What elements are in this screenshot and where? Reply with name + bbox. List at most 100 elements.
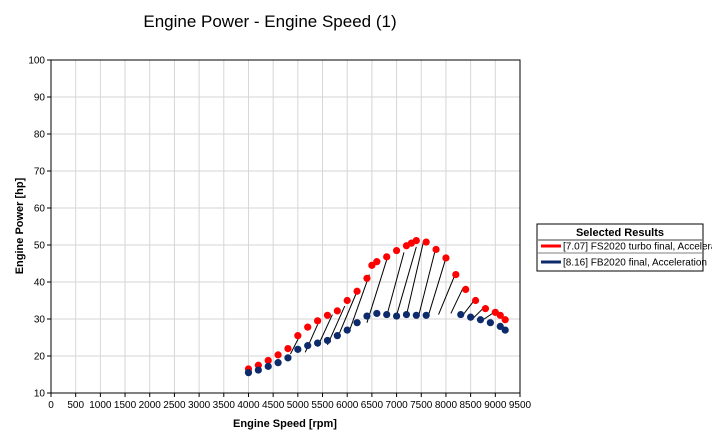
data-point bbox=[462, 285, 470, 293]
x-tick-label: 6000 bbox=[336, 400, 359, 411]
data-point bbox=[412, 236, 420, 245]
y-tick-label: 30 bbox=[34, 315, 46, 326]
data-point bbox=[422, 238, 430, 246]
data-point bbox=[254, 366, 262, 374]
data-point bbox=[353, 287, 361, 295]
x-tick-label: 500 bbox=[67, 400, 84, 411]
link-line bbox=[366, 259, 388, 323]
data-point bbox=[353, 319, 361, 327]
legend-entry-1: [8.16] FB2020 final, Acceleration bbox=[563, 258, 707, 269]
link-line bbox=[349, 274, 370, 331]
y-tick-label: 10 bbox=[34, 389, 46, 400]
data-point bbox=[481, 305, 490, 313]
series-layer bbox=[244, 236, 509, 377]
data-point bbox=[244, 369, 253, 377]
y-tick-label: 90 bbox=[34, 93, 46, 104]
data-point bbox=[501, 316, 509, 324]
y-tick-label: 70 bbox=[34, 167, 46, 178]
x-tick-label: 1000 bbox=[89, 400, 112, 411]
data-point bbox=[471, 296, 480, 305]
y-tick-label: 60 bbox=[34, 204, 46, 215]
x-tick-label: 0 bbox=[48, 400, 54, 411]
link-line bbox=[438, 272, 457, 315]
x-tick-label: 8500 bbox=[460, 400, 483, 411]
data-point bbox=[313, 339, 322, 347]
link-line bbox=[396, 246, 417, 316]
x-axis: 0 500 1000 1500 2000 2500 3000 3500 4000 4500 5000… bbox=[48, 393, 532, 411]
x-tick-label: 2500 bbox=[163, 400, 186, 411]
data-point bbox=[363, 274, 371, 282]
data-point bbox=[422, 311, 430, 319]
series-0 bbox=[244, 236, 509, 373]
y-tick-label: 20 bbox=[34, 352, 46, 363]
x-tick-label: 9000 bbox=[484, 400, 507, 411]
data-point bbox=[412, 311, 420, 319]
link-line bbox=[386, 252, 405, 317]
link-lines bbox=[289, 240, 496, 355]
y-axis-label: Engine Power [hp] bbox=[14, 177, 26, 274]
link-line bbox=[428, 257, 447, 315]
series-1 bbox=[244, 309, 509, 377]
data-point bbox=[486, 319, 494, 327]
data-point bbox=[476, 316, 485, 324]
legend-title: Selected Results bbox=[576, 227, 664, 239]
link-line bbox=[450, 287, 464, 314]
data-point bbox=[368, 261, 376, 269]
data-point bbox=[333, 307, 341, 315]
data-point bbox=[501, 326, 509, 334]
x-tick-label: 3000 bbox=[188, 400, 211, 411]
data-point bbox=[496, 311, 504, 319]
legend-entry-0: [7.07] FS2020 turbo final, Acceleration bbox=[563, 242, 712, 253]
data-point bbox=[363, 312, 371, 320]
data-point bbox=[343, 296, 351, 305]
y-tick-label: 100 bbox=[28, 56, 45, 67]
data-point bbox=[383, 253, 391, 261]
data-point bbox=[274, 359, 282, 367]
data-point bbox=[323, 336, 332, 345]
legend-box bbox=[536, 223, 704, 272]
x-tick-label: 7000 bbox=[385, 400, 408, 411]
plot-frame bbox=[50, 59, 521, 394]
data-point bbox=[294, 345, 302, 353]
x-tick-label: 3500 bbox=[213, 400, 236, 411]
data-point bbox=[442, 254, 450, 262]
chart-title: Engine Power - Engine Speed (1) bbox=[143, 12, 396, 31]
link-line bbox=[336, 291, 358, 339]
legend: Selected Results [7.07] FS2020 turbo fin… bbox=[536, 223, 712, 272]
data-point bbox=[452, 271, 460, 279]
link-line bbox=[405, 240, 425, 316]
y-axis: 10 20 30 40 50 60 70 80 90 100 bbox=[28, 56, 51, 400]
grid bbox=[51, 60, 520, 393]
x-tick-label: 4500 bbox=[262, 400, 285, 411]
data-point bbox=[402, 310, 411, 319]
data-point bbox=[264, 356, 272, 365]
data-point bbox=[313, 317, 322, 325]
data-point bbox=[392, 246, 401, 255]
x-tick-label: 6500 bbox=[361, 400, 384, 411]
x-tick-label: 1500 bbox=[114, 400, 137, 411]
data-point bbox=[496, 322, 504, 330]
data-point bbox=[467, 313, 475, 321]
x-axis-label: Engine Speed [rpm] bbox=[233, 418, 337, 430]
data-point bbox=[392, 312, 401, 320]
x-tick-label: 8000 bbox=[435, 400, 458, 411]
x-tick-label: 7500 bbox=[410, 400, 433, 411]
data-point bbox=[294, 332, 302, 340]
link-line bbox=[418, 246, 437, 316]
data-point bbox=[284, 345, 292, 353]
y-tick-label: 40 bbox=[34, 278, 46, 289]
data-point bbox=[432, 245, 440, 254]
data-point bbox=[457, 310, 465, 319]
x-tick-label: 2000 bbox=[139, 400, 162, 411]
x-tick-label: 5000 bbox=[287, 400, 310, 411]
y-tick-label: 80 bbox=[34, 130, 46, 141]
data-point bbox=[373, 309, 381, 318]
data-point bbox=[333, 332, 341, 340]
data-point bbox=[284, 354, 292, 362]
data-point bbox=[274, 351, 282, 359]
data-point bbox=[373, 258, 381, 266]
data-point bbox=[304, 323, 312, 331]
x-tick-label: 4000 bbox=[237, 400, 260, 411]
data-point bbox=[323, 311, 332, 319]
